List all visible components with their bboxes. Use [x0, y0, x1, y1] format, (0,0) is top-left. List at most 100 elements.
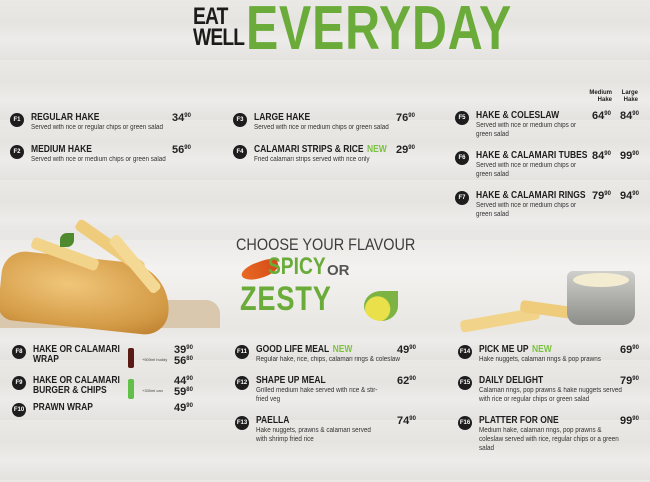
item-title: PRAWN WRAP: [33, 403, 93, 413]
item-description: Served with rice or medium chips or gree…: [476, 202, 577, 218]
price-rand: 34: [172, 112, 185, 124]
eat-well-logo: EAT WELL: [193, 3, 245, 51]
chips-image: [30, 218, 163, 295]
item-code-badge: F14: [458, 345, 472, 359]
item-description: Served with rice or regular chips or gre…: [31, 124, 164, 131]
parsley-garnish: [60, 233, 74, 247]
item-title-text: SHAPE UP MEAL: [256, 375, 326, 386]
item-description: Regular hake, rice, chips, calamari ring…: [256, 356, 400, 363]
price-cents: 90: [408, 113, 415, 119]
price-cents: 90: [409, 345, 416, 351]
item-price: 9490: [620, 191, 639, 202]
item-price: 4990: [397, 345, 416, 356]
or-text: OR: [327, 262, 350, 279]
new-badge: NEW: [366, 144, 387, 155]
item-title: DAILY DELIGHT: [479, 376, 543, 386]
eat-text: EAT: [193, 3, 228, 30]
item-price: 3990: [174, 345, 193, 356]
price-rand: 56: [172, 144, 185, 156]
price-rand: 64: [592, 110, 605, 122]
price-cents: 90: [632, 151, 639, 157]
price-rand: 39: [174, 344, 187, 356]
item-code-badge: F8: [12, 345, 26, 359]
item-code-badge: F9: [12, 376, 26, 390]
item-title: PLATTER FOR ONE: [479, 416, 559, 426]
price-cents: 90: [184, 145, 191, 151]
item-code-badge: F16: [458, 416, 472, 430]
spicy-text: SPICY: [268, 253, 326, 280]
item-title-text: PLATTER FOR ONE: [479, 415, 559, 426]
item-title: PAELLA: [256, 416, 289, 426]
item-title-text: MEDIUM HAKE: [31, 144, 92, 155]
price-cents: 90: [632, 416, 639, 422]
item-title-text: LARGE HAKE: [254, 112, 311, 123]
item-code-badge: F1: [10, 113, 24, 127]
item-title-text: CALAMARI STRIPS & RICE: [254, 144, 364, 155]
sauce-pot-image: [567, 271, 635, 325]
green-can-icon: [128, 379, 134, 399]
item-title: LARGE HAKE: [254, 113, 310, 123]
item-code-badge: F4: [233, 145, 247, 159]
price-cents: 90: [604, 191, 611, 197]
item-code-badge: F6: [455, 151, 469, 165]
price-cents: 80: [186, 356, 193, 362]
price-cents: 90: [186, 376, 193, 382]
price-rand: 84: [620, 110, 633, 122]
item-price: 8490: [592, 151, 611, 162]
item-code-badge: F3: [233, 113, 247, 127]
price-rand: 49: [397, 344, 410, 356]
item-price: 7990: [592, 191, 611, 202]
item-price: 7690: [396, 113, 415, 124]
item-title-text: REGULAR HAKE: [31, 112, 100, 123]
item-price: 7490: [397, 416, 416, 427]
item-title: HAKE OR CALAMARI WRAP: [33, 345, 135, 365]
item-title: PICK ME UP NEW: [479, 345, 552, 355]
item-price: 9990: [620, 151, 639, 162]
item-price: 5980: [174, 387, 193, 398]
cola-bottle-icon: [128, 348, 134, 368]
price-rand: 79: [620, 375, 633, 387]
lime-icon: [364, 291, 398, 321]
well-text: WELL: [193, 24, 245, 51]
item-title-text: HAKE OR CALAMARI BURGER & CHIPS: [33, 375, 120, 396]
price-rand: 56: [174, 355, 187, 367]
price-rand: 59: [174, 386, 187, 398]
item-description: Hake nuggets, prawns & calamari served w…: [256, 427, 371, 443]
item-price: 6990: [620, 345, 639, 356]
drink-addon-label: +500ml buddy: [142, 357, 168, 362]
price-cents: 90: [604, 111, 611, 117]
price-rand: 44: [174, 375, 187, 387]
item-price: 6290: [397, 376, 416, 387]
item-title-text: DAILY DELIGHT: [479, 375, 544, 386]
price-rand: 99: [620, 415, 633, 427]
item-title-text: GOOD LIFE MEAL: [256, 344, 330, 355]
item-price: 6490: [592, 111, 611, 122]
item-description: Served with rice or medium chips or gree…: [254, 124, 389, 131]
price-cents: 90: [632, 376, 639, 382]
item-title: GOOD LIFE MEAL NEW: [256, 345, 352, 355]
price-cents: 90: [186, 403, 193, 409]
item-title: SHAPE UP MEAL: [256, 376, 326, 386]
item-title-text: HAKE & CALAMARI TUBES: [476, 150, 588, 161]
item-price: 2990: [396, 145, 415, 156]
price-cents: 90: [186, 345, 193, 351]
item-title: CALAMARI STRIPS & RICE NEW: [254, 145, 387, 155]
price-rand: 49: [174, 402, 187, 414]
price-cents: 80: [186, 387, 193, 393]
item-description: Fried calamari strips served with rice o…: [254, 156, 370, 163]
item-title-text: HAKE & CALAMARI RINGS: [476, 190, 586, 201]
item-title-text: HAKE & COLESLAW: [476, 110, 560, 121]
price-rand: 29: [396, 144, 409, 156]
price-rand: 99: [620, 150, 633, 162]
item-description: Calamari rings, pop prawns & hake nugget…: [479, 387, 622, 403]
everyday-heading: EVERYDAY: [246, 0, 513, 63]
item-description: Medium hake, calamari rings, pop prawns …: [479, 427, 619, 452]
price-rand: 69: [620, 344, 633, 356]
item-title: HAKE & CALAMARI RINGS: [476, 191, 586, 201]
price-cents: 90: [184, 113, 191, 119]
item-price: 5680: [174, 356, 193, 367]
item-code-badge: F11: [235, 345, 249, 359]
item-title-text: PAELLA: [256, 415, 290, 426]
price-rand: 62: [397, 375, 410, 387]
item-title-text: PICK ME UP: [479, 344, 529, 355]
